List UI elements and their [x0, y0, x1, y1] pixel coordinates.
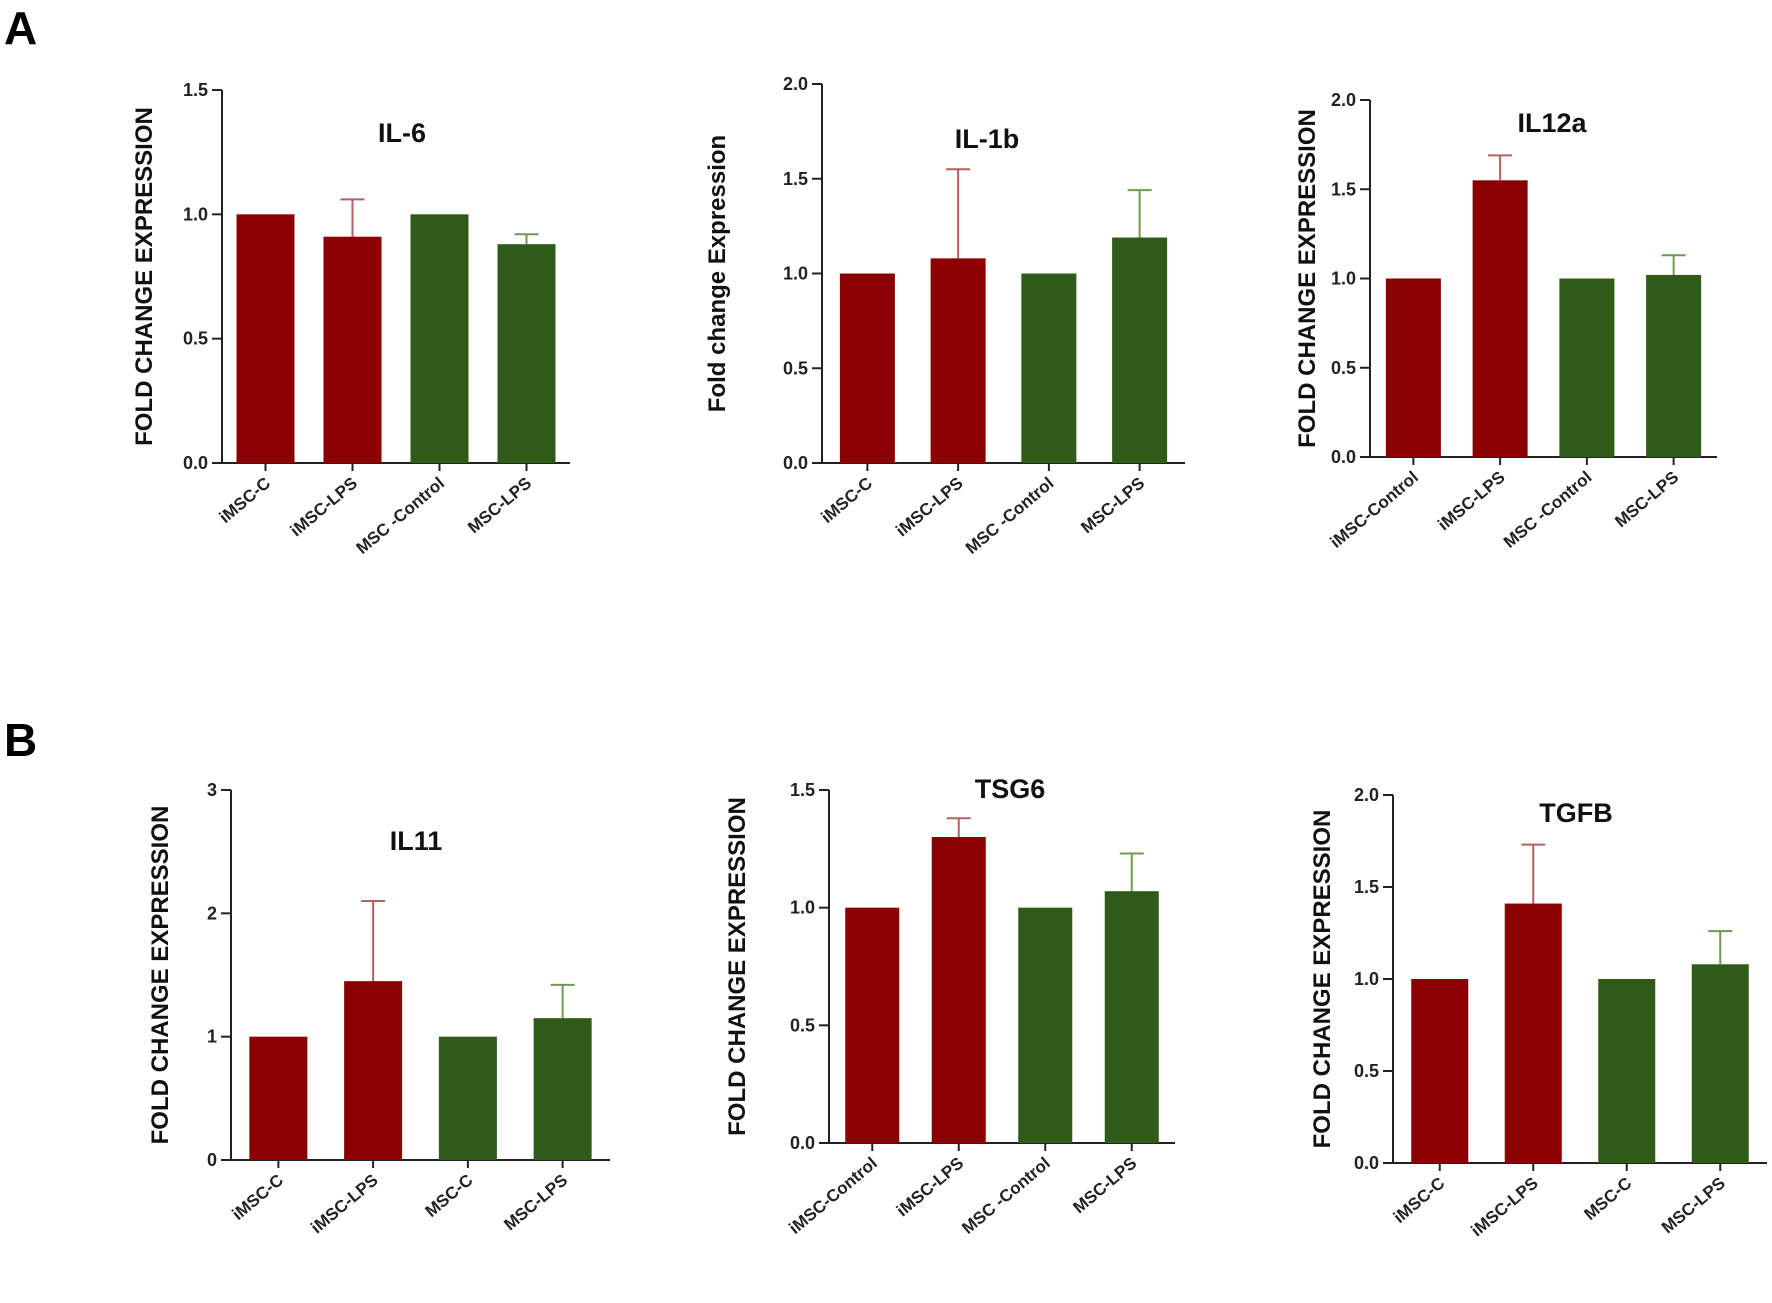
bar-4	[1646, 274, 1702, 457]
y-tick-label: 0.5	[783, 358, 808, 378]
y-tick-label: 0.5	[1354, 1061, 1379, 1081]
y-axis-label: FOLD CHANGE EXPRESSION	[147, 806, 174, 1145]
y-tick-label: 2	[207, 903, 217, 923]
category-label: MSC -Control	[962, 474, 1057, 558]
y-axis-label: FOLD CHANGE EXPRESSION	[131, 107, 158, 446]
y-tick-label: 1.0	[183, 204, 208, 224]
bar-3	[438, 1036, 497, 1160]
y-tick-label: 0.5	[790, 1015, 815, 1035]
category-label: MSC -Control	[958, 1154, 1053, 1238]
category-label: iMSC-C	[817, 474, 876, 527]
category-label: iMSC-Control	[1327, 468, 1422, 552]
category-label: iMSC-LPS	[892, 474, 966, 541]
y-axis-label: FOLD CHANGE EXPRESSION	[1309, 810, 1336, 1149]
y-tick-label: 0.0	[1331, 447, 1356, 467]
bar-1	[1411, 979, 1469, 1163]
bar-1	[1385, 278, 1441, 457]
chart-title: IL-6	[378, 118, 426, 148]
category-label: iMSC-C	[228, 1171, 287, 1224]
y-tick-label: 0.0	[783, 453, 808, 473]
bar-3	[410, 214, 469, 463]
category-label: MSC-LPS	[464, 474, 535, 538]
category-label: MSC-C	[422, 1171, 477, 1221]
y-axis-label: FOLD CHANGE EXPRESSION	[724, 797, 751, 1136]
y-tick-label: 3	[207, 780, 217, 800]
y-tick-label: 1.5	[783, 169, 808, 189]
category-label: iMSC-LPS	[893, 1154, 967, 1221]
category-label: MSC-C	[1580, 1174, 1635, 1224]
chart-6: TGFB FOLD CHANGE EXPRESSION 0.0 0.5 1.0 1.5 2.…	[1309, 785, 1767, 1240]
y-tick-label: 1.0	[1331, 269, 1356, 289]
y-tick-label: 1	[207, 1027, 217, 1047]
category-label: iMSC-C	[216, 474, 275, 527]
bar-2	[344, 981, 403, 1160]
y-tick-label: 1.0	[1354, 969, 1379, 989]
category-label: iMSC-Control	[785, 1154, 880, 1238]
bar-1	[839, 273, 895, 463]
bar-2	[1472, 180, 1528, 457]
bar-1	[249, 1036, 308, 1160]
bar-4	[1112, 237, 1168, 463]
bar-4	[497, 244, 556, 463]
chart-title: IL11	[390, 826, 443, 856]
y-axis-label: Fold change Expression	[704, 135, 731, 412]
chart-5: TSG6 FOLD CHANGE EXPRESSION 0.0 0.5 1.0 1.5 iM…	[724, 774, 1175, 1238]
category-label: MSC -Control	[1500, 468, 1595, 552]
bar-3	[1559, 278, 1615, 457]
category-label: iMSC-LPS	[307, 1171, 381, 1238]
bar-2	[323, 236, 382, 463]
y-tick-label: 0.0	[790, 1133, 815, 1153]
y-tick-label: 1.0	[783, 264, 808, 284]
y-tick-label: 1.5	[1331, 179, 1356, 199]
chart-title: IL-1b	[955, 124, 1020, 154]
y-tick-label: 2.0	[1331, 90, 1356, 110]
chart-4: IL11 FOLD CHANGE EXPRESSION 0 1 2 3 iMSC-C iMSC…	[147, 780, 610, 1237]
y-tick-label: 1.5	[1354, 877, 1379, 897]
chart-title: TSG6	[975, 774, 1046, 804]
bar-4	[1104, 891, 1159, 1143]
category-label: iMSC-LPS	[1467, 1174, 1541, 1241]
category-label: MSC-LPS	[1611, 468, 1682, 532]
y-tick-label: 2.0	[783, 74, 808, 94]
bar-3	[1018, 907, 1073, 1143]
y-tick-label: 1.0	[790, 898, 815, 918]
category-label: iMSC-LPS	[1434, 468, 1508, 535]
y-axis-label: FOLD CHANGE EXPRESSION	[1294, 109, 1321, 448]
chart-title: IL12a	[1517, 108, 1587, 138]
bar-3	[1598, 979, 1656, 1163]
bar-2	[1504, 903, 1562, 1163]
category-label: MSC-LPS	[1077, 474, 1148, 538]
chart-2: IL-1b Fold change Expression 0.0 0.5 1.0 1.5 2…	[704, 74, 1185, 558]
chart-3: IL12a FOLD CHANGE EXPRESSION 0.0 0.5 1.0 1.5 2…	[1294, 90, 1717, 552]
panel-label-b: B	[4, 714, 37, 766]
bar-1	[236, 214, 295, 463]
category-label: MSC-LPS	[1658, 1174, 1729, 1238]
chart-1: IL-6 FOLD CHANGE EXPRESSION 0.0 0.5 1.0 1.5 iM…	[131, 80, 570, 558]
y-tick-label: 2.0	[1354, 785, 1379, 805]
bar-2	[931, 837, 986, 1143]
category-label: iMSC-C	[1390, 1174, 1449, 1227]
y-tick-label: 0.5	[183, 329, 208, 349]
y-tick-label: 0.0	[183, 453, 208, 473]
bar-4	[1691, 964, 1749, 1163]
panel-label-a: A	[4, 2, 37, 54]
y-tick-label: 1.5	[790, 780, 815, 800]
bar-4	[533, 1018, 592, 1160]
y-tick-label: 0.0	[1354, 1153, 1379, 1173]
chart-title: TGFB	[1539, 798, 1613, 828]
category-label: MSC-LPS	[500, 1171, 571, 1235]
bar-3	[1021, 273, 1077, 463]
y-tick-label: 0	[207, 1150, 217, 1170]
y-tick-label: 1.5	[183, 80, 208, 100]
bar-2	[930, 258, 986, 463]
y-tick-label: 0.5	[1331, 358, 1356, 378]
category-label: iMSC-LPS	[287, 474, 361, 541]
bar-1	[845, 907, 900, 1143]
category-label: MSC-LPS	[1070, 1154, 1141, 1218]
category-label: MSC -Control	[353, 474, 448, 558]
